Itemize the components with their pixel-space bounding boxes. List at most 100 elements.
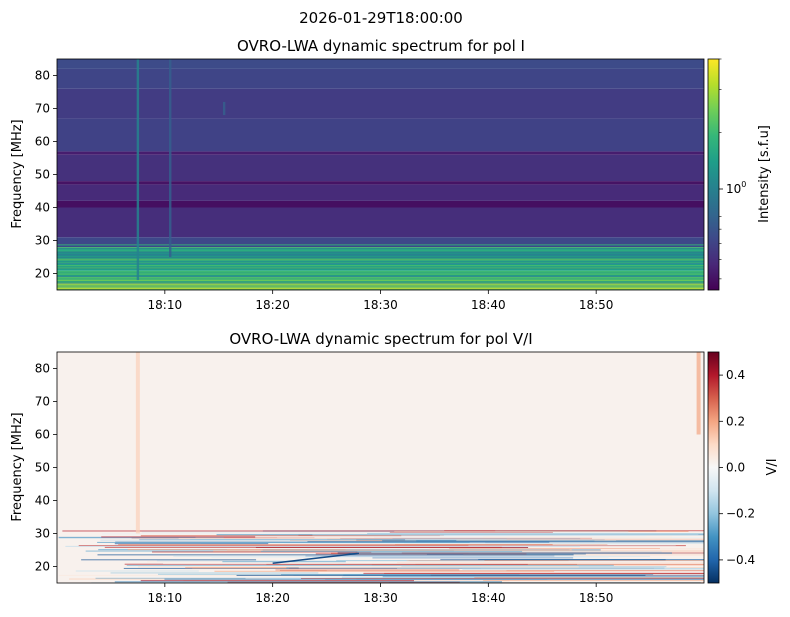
- y-axis-label-pol-vi: Frequency [MHz]: [10, 412, 25, 521]
- spectrum-band: [57, 59, 704, 69]
- spectrum-line: [298, 567, 671, 569]
- spectrum-line: [57, 256, 704, 258]
- spectrum-line: [396, 562, 704, 564]
- heatmap-pol-vi: [57, 352, 704, 583]
- colorbar-pol-vi: 0.4 0.2 0.0 −0.2 −0.4 V/I: [707, 351, 780, 584]
- burst-feature: [135, 352, 140, 534]
- spectrum-line: [429, 548, 704, 550]
- spectrum-line: [57, 244, 704, 246]
- spectrum-line: [372, 557, 574, 559]
- y-tick-label: 20: [35, 560, 50, 574]
- spectrum-line: [97, 554, 574, 556]
- x-tick-label: 18:20: [255, 591, 290, 605]
- spectrum-line: [275, 569, 460, 571]
- spectrum-line: [57, 277, 704, 279]
- spectrum-line: [124, 563, 528, 565]
- spectrum-line: [57, 284, 704, 286]
- y-axis-pol-i: 20 30 40 50 60 70 80: [35, 69, 57, 281]
- spectrum-line: [300, 578, 704, 580]
- spectrum-line: [178, 537, 341, 539]
- spectrum-line: [312, 534, 699, 536]
- burst-feature: [136, 59, 140, 281]
- figure-suptitle: 2026-01-29T18:00:00: [299, 9, 463, 27]
- x-tick-label: 18:40: [471, 298, 506, 312]
- colorbar-pol-i: 100 Intensity [s.f.u]: [707, 58, 772, 291]
- spectrum-line: [57, 262, 704, 263]
- spectrum-line: [57, 266, 704, 268]
- spectrum-line: [226, 549, 572, 551]
- spectrum-line: [138, 566, 579, 568]
- spectrum-line: [104, 546, 502, 548]
- x-tick-label: 18:40: [471, 591, 506, 605]
- spectrum-line: [444, 530, 704, 532]
- colorbar-pol-vi-ticks: 0.4 0.2 0.0 −0.2 −0.4: [719, 368, 755, 567]
- spectrum-band: [57, 151, 704, 155]
- colorbar-tick-label: 0.2: [726, 414, 745, 428]
- spectrum-line: [57, 262, 704, 264]
- spectrum-line: [110, 572, 319, 574]
- y-tick-label: 70: [35, 102, 50, 116]
- spectrum-line: [58, 574, 344, 576]
- spectrum-line: [308, 560, 704, 562]
- colorbar-pol-i-minor-ticks: [719, 58, 722, 280]
- spectrum-line: [307, 541, 704, 543]
- spectrum-line: [440, 559, 666, 561]
- x-tick-label: 18:50: [579, 298, 614, 312]
- spectrum-line: [57, 247, 704, 249]
- y-tick-label: 60: [35, 135, 50, 149]
- y-tick-label: 40: [35, 201, 50, 215]
- spectrum-line: [141, 531, 629, 533]
- y-tick-label: 40: [35, 494, 50, 508]
- y-tick-label: 60: [35, 428, 50, 442]
- spectrum-line: [57, 256, 704, 257]
- spectrum-line: [314, 537, 704, 539]
- burst-feature: [169, 59, 172, 257]
- panel-pol-vi-title: OVRO-LWA dynamic spectrum for pol V/I: [229, 330, 532, 348]
- y-tick-label: 80: [35, 69, 50, 83]
- spectrum-line: [152, 551, 372, 553]
- spectrum-line: [57, 258, 704, 260]
- spectrum-line: [462, 568, 704, 570]
- spectrum-band: [57, 237, 704, 248]
- spectrum-band: [57, 270, 704, 277]
- x-tick-label: 18:10: [148, 298, 183, 312]
- y-tick-label: 20: [35, 267, 50, 281]
- burst-feature: [222, 101, 226, 116]
- spectrum-line: [190, 538, 507, 540]
- spectrum-line: [57, 283, 704, 284]
- spectrum-line: [101, 536, 256, 538]
- spectrum-line: [363, 572, 704, 574]
- spectrum-line: [404, 542, 704, 544]
- spectrum-band: [57, 88, 704, 119]
- spectrum-line: [214, 570, 555, 572]
- x-tick-label: 18:30: [363, 591, 398, 605]
- spectrum-line: [483, 580, 704, 582]
- spectrum-line: [474, 577, 704, 579]
- colorbar-pol-i-gradient: [707, 58, 720, 291]
- spectrum-band: [57, 118, 704, 152]
- spectrum-line: [57, 287, 704, 289]
- spectrum-line: [57, 272, 704, 274]
- spectrum-line: [57, 259, 704, 261]
- spectrum-line: [140, 535, 440, 537]
- spectrum-line: [57, 252, 704, 254]
- y-tick-label: 30: [35, 234, 50, 248]
- spectrum-line: [57, 284, 704, 285]
- spectrum-line: [57, 265, 704, 266]
- spectrum-band: [57, 68, 704, 89]
- spectrum-line: [260, 550, 523, 552]
- spectrum-line: [327, 538, 704, 540]
- spectrum-line: [57, 276, 704, 278]
- y-tick-label: 80: [35, 362, 50, 376]
- spectrum-line: [57, 286, 704, 288]
- spectrum-line: [57, 274, 704, 276]
- spectrum-line: [57, 248, 704, 250]
- spectrum-line: [57, 275, 704, 277]
- spectrum-line: [57, 278, 704, 280]
- x-tick-label: 18:50: [579, 591, 614, 605]
- spectrum-line: [57, 251, 704, 253]
- spectrum-band: [57, 252, 704, 257]
- spectrum-line: [57, 271, 704, 273]
- colorbar-tick-label: 0.4: [726, 368, 745, 382]
